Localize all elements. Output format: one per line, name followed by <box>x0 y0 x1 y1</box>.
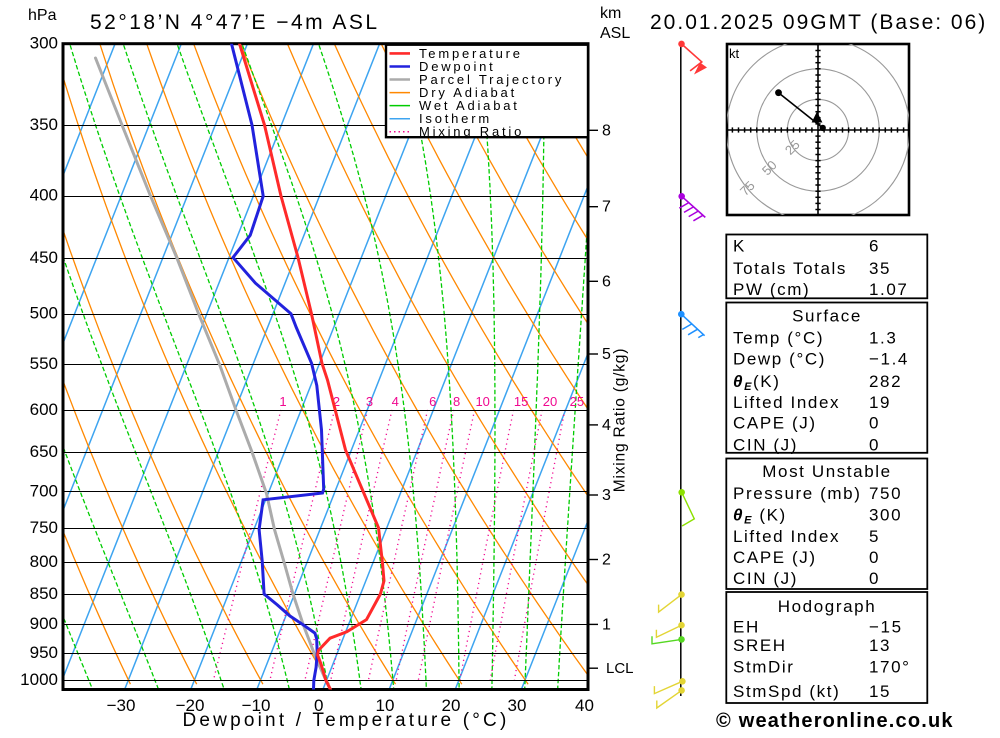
svg-text:300: 300 <box>30 34 58 53</box>
svg-text:Totals Totals: Totals Totals <box>733 259 847 278</box>
svg-text:5: 5 <box>869 527 880 546</box>
svg-text:6: 6 <box>429 394 436 409</box>
svg-text:25: 25 <box>570 394 584 409</box>
svg-text:Dewpoint / Temperature (°C): Dewpoint / Temperature (°C) <box>182 710 509 731</box>
svg-text:170°: 170° <box>869 658 911 677</box>
svg-text:0: 0 <box>869 548 880 567</box>
svg-text:500: 500 <box>30 304 58 323</box>
svg-text:20: 20 <box>543 394 557 409</box>
svg-text:2: 2 <box>602 552 611 569</box>
svg-text:20: 20 <box>442 696 461 715</box>
svg-text:0: 0 <box>314 696 323 715</box>
svg-text:Dry Adiabat: Dry Adiabat <box>419 85 517 100</box>
svg-text:−1.4: −1.4 <box>869 349 909 368</box>
svg-text:Wet Adiabat: Wet Adiabat <box>419 98 520 113</box>
svg-text:StmSpd (kt): StmSpd (kt) <box>733 682 840 701</box>
svg-text:6: 6 <box>602 273 611 290</box>
svg-text:CAPE (J): CAPE (J) <box>733 548 817 567</box>
svg-text:10: 10 <box>376 696 395 715</box>
svg-text:10: 10 <box>475 394 489 409</box>
svg-text:6: 6 <box>869 236 880 255</box>
svg-text:850: 850 <box>30 584 58 603</box>
svg-text:2: 2 <box>333 394 340 409</box>
svg-text:3: 3 <box>366 394 373 409</box>
svg-text:1: 1 <box>602 616 611 633</box>
svg-text:300: 300 <box>869 505 902 524</box>
svg-text:0: 0 <box>869 414 880 433</box>
svg-text:0: 0 <box>869 569 880 588</box>
svg-text:0: 0 <box>869 436 880 455</box>
svg-text:750: 750 <box>30 518 58 537</box>
svg-text:750: 750 <box>869 484 902 503</box>
svg-text:K: K <box>733 236 746 255</box>
svg-text:350: 350 <box>30 115 58 134</box>
svg-text:900: 900 <box>30 614 58 633</box>
svg-text:SREH: SREH <box>733 636 787 655</box>
svg-text:1000: 1000 <box>20 670 58 689</box>
svg-text:40: 40 <box>575 696 594 715</box>
svg-text:400: 400 <box>30 186 58 205</box>
svg-text:km: km <box>600 5 621 22</box>
svg-text:550: 550 <box>30 354 58 373</box>
svg-text:−10: −10 <box>242 696 271 715</box>
svg-text:20.01.2025 09GMT (Base: 06): 20.01.2025 09GMT (Base: 06) <box>650 11 987 34</box>
svg-text:450: 450 <box>30 248 58 267</box>
svg-text:Lifted Index: Lifted Index <box>733 393 840 412</box>
svg-text:1: 1 <box>279 394 286 409</box>
svg-text:StmDir: StmDir <box>733 658 795 677</box>
svg-text:θE (K): θE (K) <box>733 505 787 526</box>
svg-text:15: 15 <box>514 394 528 409</box>
svg-text:Parcel Trajectory: Parcel Trajectory <box>419 72 564 87</box>
svg-text:35: 35 <box>869 259 891 278</box>
svg-text:13: 13 <box>869 636 891 655</box>
svg-text:15: 15 <box>869 682 891 701</box>
svg-text:hPa: hPa <box>28 7 57 24</box>
svg-text:Pressure (mb): Pressure (mb) <box>733 484 862 503</box>
svg-text:θE(K): θE(K) <box>733 372 781 393</box>
svg-text:Temp (°C): Temp (°C) <box>733 329 824 348</box>
svg-text:© weatheronline.co.uk: © weatheronline.co.uk <box>716 710 954 732</box>
svg-text:Mixing Ratio (g/kg): Mixing Ratio (g/kg) <box>612 348 629 492</box>
svg-text:1.3: 1.3 <box>869 329 897 348</box>
svg-text:282: 282 <box>869 372 902 391</box>
svg-text:8: 8 <box>602 122 611 139</box>
svg-text:CIN (J): CIN (J) <box>733 436 798 455</box>
svg-text:7: 7 <box>602 199 611 216</box>
svg-text:PW (cm): PW (cm) <box>733 280 810 299</box>
svg-text:LCL: LCL <box>606 660 634 677</box>
svg-text:4: 4 <box>392 394 399 409</box>
svg-text:Hodograph: Hodograph <box>778 597 877 616</box>
svg-text:52°18’N 4°47’E −4m ASL: 52°18’N 4°47’E −4m ASL <box>90 11 380 34</box>
svg-text:700: 700 <box>30 481 58 500</box>
svg-text:4: 4 <box>602 417 611 434</box>
svg-text:Isotherm: Isotherm <box>419 111 492 126</box>
svg-text:−30: −30 <box>107 696 136 715</box>
svg-text:kt: kt <box>729 46 740 61</box>
svg-text:−15: −15 <box>869 618 903 637</box>
svg-text:Surface: Surface <box>792 307 862 326</box>
svg-text:5: 5 <box>602 346 611 363</box>
svg-text:Most Unstable: Most Unstable <box>762 462 891 481</box>
svg-text:3: 3 <box>602 487 611 504</box>
svg-text:Lifted Index: Lifted Index <box>733 527 840 546</box>
svg-text:Dewpoint: Dewpoint <box>419 59 496 74</box>
svg-text:Dewp (°C): Dewp (°C) <box>733 349 826 368</box>
svg-text:800: 800 <box>30 552 58 571</box>
svg-text:Temperature: Temperature <box>419 46 523 61</box>
svg-text:600: 600 <box>30 400 58 419</box>
svg-text:Mixing Ratio: Mixing Ratio <box>419 124 524 139</box>
svg-text:30: 30 <box>508 696 527 715</box>
svg-text:650: 650 <box>30 442 58 461</box>
svg-text:19: 19 <box>869 393 891 412</box>
svg-text:EH: EH <box>733 618 760 637</box>
svg-text:CAPE (J): CAPE (J) <box>733 414 817 433</box>
svg-text:ASL: ASL <box>600 25 630 42</box>
svg-text:CIN (J): CIN (J) <box>733 569 798 588</box>
svg-text:1.07: 1.07 <box>869 280 909 299</box>
svg-text:8: 8 <box>453 394 460 409</box>
svg-text:950: 950 <box>30 643 58 662</box>
svg-text:−20: −20 <box>176 696 205 715</box>
